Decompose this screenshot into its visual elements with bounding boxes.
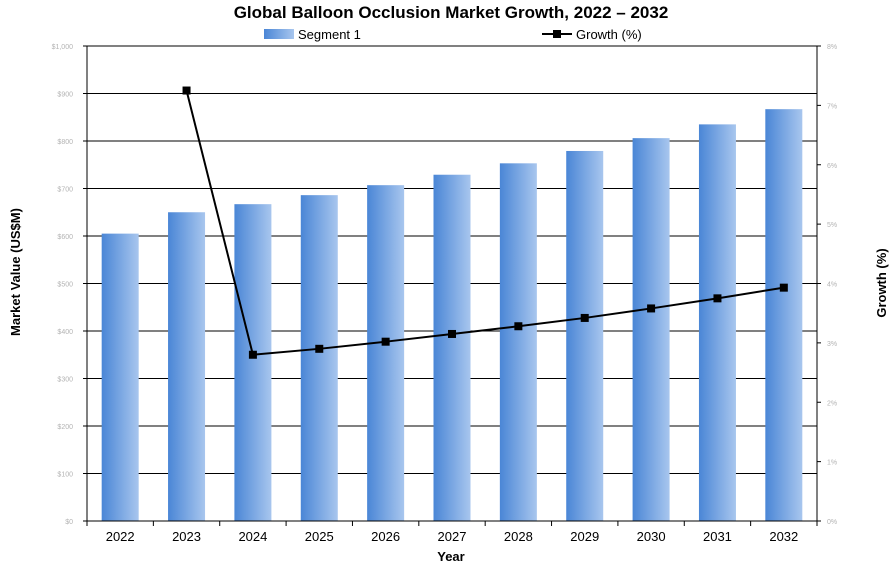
right-tick-label: 4% (827, 282, 837, 289)
bar (300, 195, 338, 521)
right-tick-label: 6% (827, 163, 837, 170)
bar (168, 212, 206, 521)
right-tick-label: 1% (827, 460, 837, 467)
x-tick-label: 2023 (172, 529, 201, 544)
chart-title: Global Balloon Occlusion Market Growth, … (234, 3, 669, 22)
bar (698, 124, 736, 521)
x-axis-label: Year (437, 549, 464, 564)
growth-point (713, 294, 722, 303)
x-tick-labels: 2022 2023 2024 2025 2026 2027 2028 2029 2030 2031… (106, 529, 799, 544)
legend-label-segment-1: Segment 1 (298, 27, 361, 42)
legend: Segment 1 Growth (%) (264, 27, 642, 42)
x-tick-label: 2024 (238, 529, 267, 544)
growth-point (647, 304, 656, 313)
growth-point (779, 283, 788, 292)
growth-point (448, 329, 456, 338)
bar (566, 150, 604, 521)
left-tick-label: $300 (57, 377, 73, 384)
left-tick-label: $700 (57, 187, 73, 194)
right-tick-labels: 0% 1% 2% 3% 4% 5% 6% 7% 8% (827, 44, 837, 526)
x-tick-label: 2027 (438, 529, 467, 544)
right-tick-label: 7% (827, 103, 837, 110)
growth-point (514, 322, 523, 331)
growth-line (185, 90, 784, 356)
bar (765, 109, 803, 522)
y-axis-label: Market Value (US$M) (8, 208, 23, 336)
x-tick-label: 2026 (371, 529, 400, 544)
growth-point (182, 86, 191, 95)
legend-bar-swatch (264, 29, 294, 39)
right-tick-label: 8% (827, 44, 837, 51)
growth-point (315, 344, 324, 353)
growth-point (381, 337, 390, 346)
bar (632, 138, 670, 521)
legend-label-growth: Growth (%) (576, 27, 642, 42)
left-tick-label: $500 (57, 282, 73, 289)
right-tick-label: 5% (827, 222, 837, 229)
right-tick-label: 3% (827, 341, 837, 348)
growth-line-series (182, 86, 788, 359)
growth-point (248, 350, 257, 359)
left-tick-label: $1,000 (52, 44, 74, 51)
bar (433, 174, 471, 521)
left-tick-labels: $0 $100 $200 $300 $400 $500 $600 $700 $800 $900 $1… (52, 44, 74, 526)
right-tick-label: 2% (827, 400, 837, 407)
bar (499, 163, 537, 521)
left-tick-label: $600 (57, 234, 73, 241)
left-tick-label: $100 (57, 472, 73, 479)
bar (234, 204, 272, 522)
axes (86, 46, 818, 522)
left-tick-label: $200 (57, 424, 73, 431)
x-tick-label: 2025 (305, 529, 334, 544)
legend-line-marker (553, 30, 561, 38)
x-tick-label: 2032 (769, 529, 798, 544)
bar (101, 233, 139, 521)
x-tick-label: 2028 (504, 529, 533, 544)
x-tick-label: 2022 (106, 529, 135, 544)
x-tick-label: 2030 (637, 529, 666, 544)
bar (367, 185, 405, 522)
left-tick-label: $400 (57, 329, 73, 336)
x-tick-label: 2031 (703, 529, 732, 544)
left-tick-label: $800 (57, 139, 73, 146)
left-tick-label: $900 (57, 92, 73, 99)
left-tick-label: $0 (65, 519, 73, 526)
right-tick-label: 0% (827, 519, 837, 526)
growth-point (580, 313, 589, 322)
y2-axis-label: Growth (%) (874, 248, 889, 317)
bars (101, 109, 803, 522)
x-tick-label: 2029 (570, 529, 599, 544)
